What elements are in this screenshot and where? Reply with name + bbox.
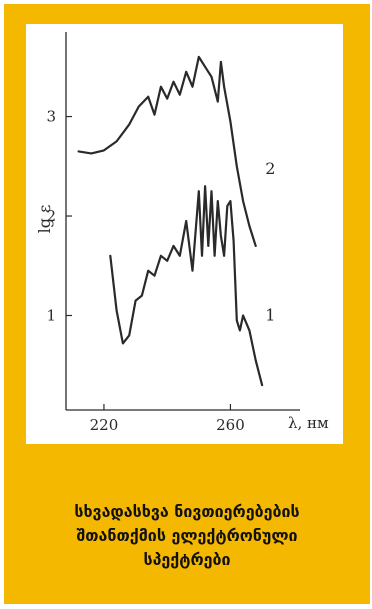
series-annotation: 1	[265, 305, 275, 324]
absorption-spectra-chart: 220 260 1 2 3 1 2 lg ε λ, нм	[35, 32, 329, 434]
caption: სხვადასხვა ნივთიერებების შთანთქმის ელექტ…	[4, 500, 370, 572]
plot-panel: 220 260 1 2 3 1 2 lg ε λ, нм	[26, 24, 343, 444]
y-tick-label: 2	[46, 207, 56, 225]
series-annotation: 2	[265, 159, 275, 178]
y-axis-label: lg ε	[35, 205, 54, 234]
x-axis-label: λ, нм	[288, 414, 329, 432]
series-line-2	[77, 55, 257, 247]
info-card: 220 260 1 2 3 1 2 lg ε λ, нм სხვადასხვა ნივთი…	[4, 4, 370, 604]
series-line-1	[109, 185, 264, 387]
y-tick-label: 1	[46, 307, 56, 325]
caption-line-3: სპექტრები	[143, 550, 231, 569]
x-tick-label: 220	[90, 416, 119, 434]
x-tick-label: 260	[216, 416, 245, 434]
y-tick-label: 3	[46, 108, 56, 126]
caption-line-1: სხვადასხვა ნივთიერებების	[74, 502, 300, 521]
caption-line-2: შთანთქმის ელექტრონული	[76, 526, 298, 545]
